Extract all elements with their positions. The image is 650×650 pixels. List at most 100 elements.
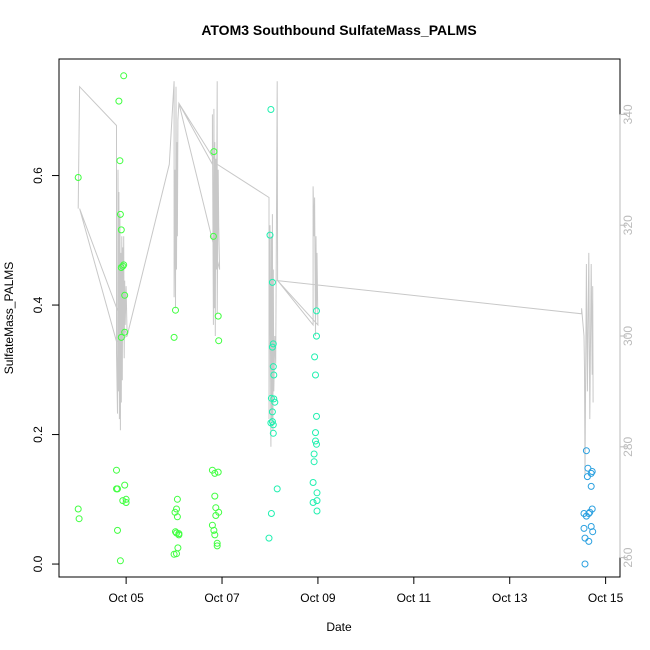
secondary-line-layer	[77, 81, 594, 475]
plot-frame	[58, 58, 621, 578]
data-point-series-1	[122, 495, 130, 503]
data-point-series-3	[582, 447, 590, 455]
data-point-series-1	[117, 226, 125, 234]
data-point-series-3	[588, 468, 596, 475]
data-point-series-2	[267, 510, 275, 517]
data-point-series-1	[122, 499, 130, 506]
data-point-series-2	[313, 332, 320, 340]
data-point-series-3	[582, 512, 590, 520]
data-point-series-2	[269, 340, 277, 348]
data-point-series-2	[268, 278, 276, 286]
data-point-series-1	[113, 466, 120, 474]
data-point-series-3	[585, 537, 593, 545]
y2-tick-label: 300	[621, 326, 635, 346]
data-point-series-1	[170, 550, 178, 558]
data-point-series-1	[121, 328, 129, 336]
data-point-series-2	[271, 398, 279, 406]
y-tick-label: 0.4	[31, 296, 45, 313]
data-point-series-1	[116, 210, 124, 218]
data-point-series-2	[310, 458, 318, 466]
data-point-series-2	[267, 394, 275, 402]
data-point-series-1	[121, 481, 129, 489]
y2-tick-label: 340	[621, 104, 635, 124]
y-tick-label: 0.6	[31, 167, 45, 184]
data-point-series-2	[312, 437, 319, 445]
data-point-series-1	[114, 485, 121, 493]
data-point-series-1	[173, 505, 180, 513]
data-point-series-1	[120, 261, 128, 269]
data-point-series-1	[213, 542, 221, 550]
data-point-series-2	[310, 450, 318, 458]
data-point-series-3	[580, 524, 588, 532]
data-point-series-1	[173, 513, 181, 521]
y-tick-label: 0.2	[31, 426, 45, 443]
y-axis-label: SulfateMass_PALMS	[2, 262, 16, 375]
y2-tick-label: 260	[621, 547, 635, 567]
data-point-series-2	[309, 499, 317, 506]
data-point-series-1	[116, 157, 124, 165]
data-point-series-2	[311, 353, 319, 361]
data-point-series-2	[313, 497, 321, 505]
data-point-series-2	[267, 419, 275, 427]
y2-axis: 260 280 300 320 340	[619, 104, 635, 568]
data-point-series-2	[268, 418, 276, 426]
x-tick-label: Oct 15	[588, 591, 624, 605]
data-point-series-1	[74, 505, 82, 513]
data-point-series-1	[116, 557, 124, 565]
data-point-series-1	[75, 515, 83, 523]
y-axis: 0.0 0.2 0.4 0.6	[31, 167, 60, 572]
data-point-series-1	[214, 312, 222, 320]
data-point-series-3	[584, 464, 592, 472]
data-point-series-1	[173, 495, 181, 503]
data-point-series-1	[213, 539, 221, 547]
data-point-series-2	[265, 534, 273, 542]
data-point-series-1	[211, 531, 219, 539]
y2-tick-label: 320	[621, 215, 635, 235]
x-tick-label: Oct 07	[204, 591, 240, 605]
data-point-series-3	[581, 534, 589, 542]
y-tick-label: 0.0	[31, 555, 45, 572]
data-point-series-2	[313, 307, 320, 315]
data-point-series-1	[210, 526, 218, 534]
chart-title: ATOM3 Southbound SulfateMass_PALMS	[201, 22, 476, 38]
data-point-series-1	[215, 337, 223, 345]
x-axis: Oct 05 Oct 07 Oct 09 Oct 11 Oct 13 Oct 15	[108, 576, 624, 605]
data-point-series-1	[211, 492, 219, 500]
data-point-series-3	[587, 482, 595, 490]
data-point-series-2	[268, 408, 276, 416]
data-point-series-1	[114, 526, 121, 534]
y2-tick-label: 280	[621, 436, 635, 456]
data-point-series-2	[266, 231, 274, 239]
data-point-series-1	[121, 291, 129, 299]
data-point-series-2	[269, 363, 277, 371]
data-point-series-1	[120, 72, 128, 80]
data-point-series-1	[174, 544, 182, 552]
data-point-series-2	[312, 429, 319, 437]
data-point-series-1	[172, 306, 179, 314]
data-point-series-1	[215, 508, 223, 516]
data-point-series-2	[313, 489, 321, 497]
x-tick-label: Oct 11	[397, 591, 432, 605]
data-point-series-1	[175, 531, 183, 539]
data-point-series-1	[209, 232, 217, 240]
data-point-series-1	[214, 468, 222, 476]
points-layer	[74, 72, 597, 568]
x-tick-label: Oct 13	[492, 591, 528, 605]
data-point-series-1	[117, 333, 125, 341]
data-point-series-2	[313, 412, 320, 420]
x-axis-label: Date	[326, 620, 352, 634]
x-tick-label: Oct 09	[300, 591, 336, 605]
data-point-series-2	[313, 440, 320, 448]
x-tick-label: Oct 05	[108, 591, 144, 605]
data-point-series-3	[589, 528, 597, 536]
data-point-series-2	[313, 507, 321, 515]
data-point-series-2	[268, 343, 276, 351]
data-point-series-2	[273, 485, 281, 493]
data-point-series-1	[170, 333, 178, 341]
data-point-series-2	[270, 371, 278, 379]
data-point-series-3	[588, 505, 596, 513]
data-point-series-2	[309, 479, 317, 486]
data-point-series-3	[581, 560, 589, 568]
